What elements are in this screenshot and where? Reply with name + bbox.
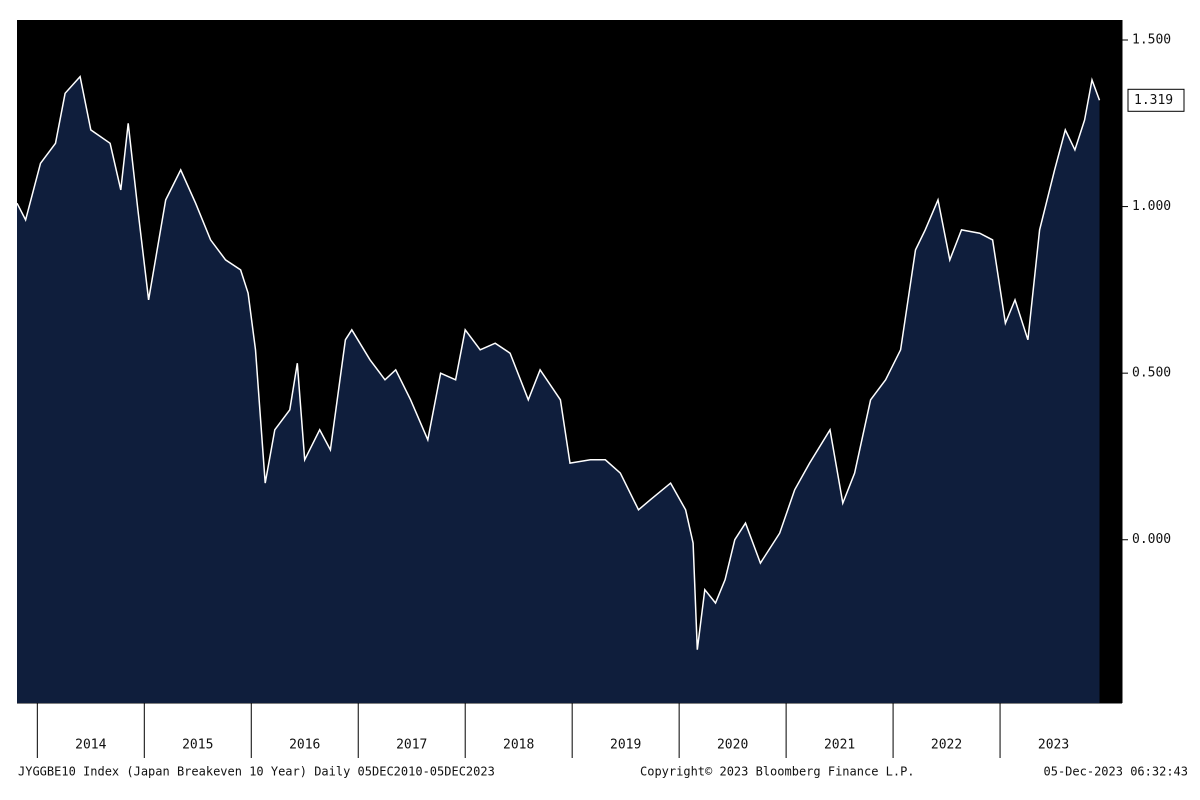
area: [17, 76, 1100, 704]
line: [16, 74, 1101, 650]
copyright: Copyright© 2023 Bloomberg Finance L.P.: [640, 765, 915, 779]
x-tick-label: 2019: [610, 738, 641, 753]
last-value-box: [1127, 88, 1185, 112]
x-tick-label: 2016: [289, 738, 320, 753]
x-tick-label: 2022: [931, 738, 962, 753]
y-tick-label: 0.500: [1132, 366, 1171, 381]
timestamp: 05-Dec-2023 06:32:43: [1044, 765, 1189, 779]
x-tick-label: 2021: [824, 738, 855, 753]
x-tick-label: 2023: [1038, 738, 1069, 753]
y-tick-label: 1.000: [1132, 199, 1171, 214]
series-label: JYGGBE10 Index (Japan Breakeven 10 Year)…: [18, 765, 495, 779]
y-tick-label: 1.500: [1132, 32, 1171, 47]
y-tick-label: 0.000: [1132, 532, 1171, 547]
last-value-label: 1.319: [1134, 93, 1173, 108]
x-tick-label: 2017: [396, 738, 427, 753]
x-tick-label: 2015: [182, 738, 213, 753]
x-tick-label: 2014: [75, 738, 106, 753]
x-tick-label: 2018: [503, 738, 534, 753]
x-tick-label: 2020: [717, 738, 748, 753]
